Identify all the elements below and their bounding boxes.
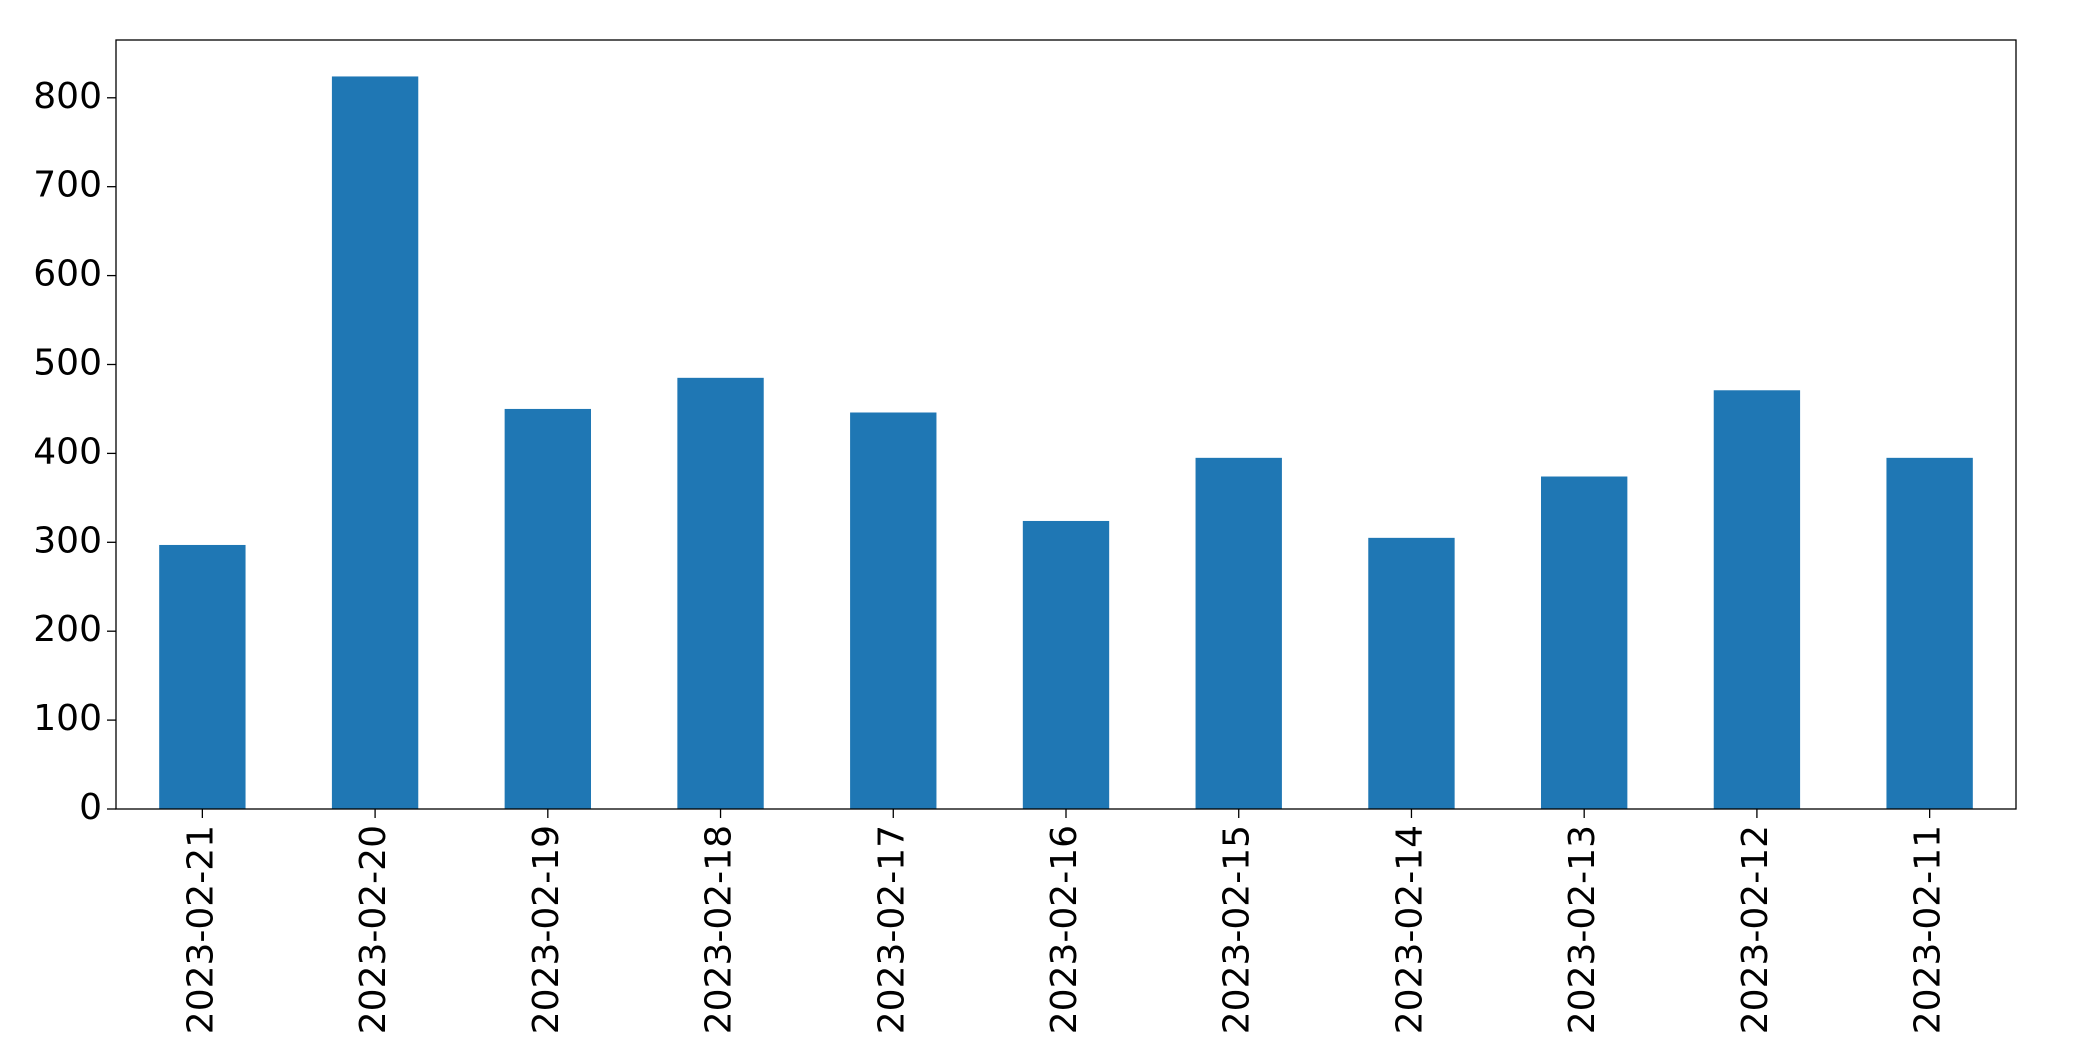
bar	[504, 408, 591, 809]
y-tick-label: 300	[33, 520, 102, 561]
bar	[1886, 457, 1973, 809]
y-tick-label: 100	[33, 698, 102, 739]
y-tick-label: 400	[33, 431, 102, 472]
x-tick-label: 2023-02-20	[353, 825, 394, 1034]
bar	[1195, 457, 1282, 809]
bar	[331, 76, 419, 810]
x-tick-label: 2023-02-11	[1908, 825, 1949, 1034]
plot-frame	[115, 39, 2017, 810]
y-tick-label: 600	[33, 254, 102, 295]
bar	[1713, 390, 1801, 809]
bar	[1022, 520, 1110, 809]
x-tick-label: 2023-02-12	[1735, 825, 1776, 1034]
x-tick-label: 2023-02-17	[871, 825, 912, 1034]
y-tick-label: 800	[33, 76, 102, 117]
x-tick-label: 2023-02-15	[1217, 825, 1258, 1034]
x-tick-label: 2023-02-19	[526, 825, 567, 1034]
bar	[1541, 476, 1628, 809]
x-tick-label: 2023-02-13	[1562, 825, 1603, 1034]
bar	[850, 412, 937, 809]
y-tick-label: 0	[79, 787, 102, 828]
x-tick-label: 2023-02-14	[1389, 825, 1430, 1034]
x-tick-label: 2023-02-16	[1044, 825, 1085, 1034]
bar	[1368, 537, 1455, 809]
y-tick-label: 200	[33, 609, 102, 650]
bar	[159, 544, 246, 809]
bar	[677, 377, 764, 809]
y-tick-label: 500	[33, 342, 102, 383]
x-tick-label: 2023-02-21	[180, 825, 221, 1034]
x-tick-label: 2023-02-18	[699, 825, 740, 1034]
y-tick-label: 700	[33, 165, 102, 206]
